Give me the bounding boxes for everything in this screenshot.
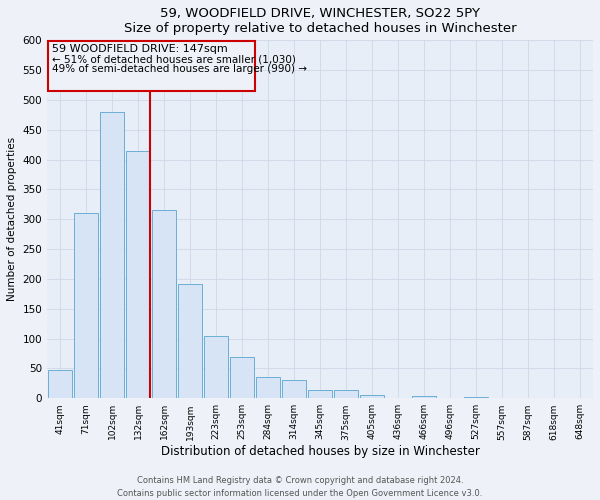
Y-axis label: Number of detached properties: Number of detached properties xyxy=(7,137,17,302)
Text: Contains HM Land Registry data © Crown copyright and database right 2024.
Contai: Contains HM Land Registry data © Crown c… xyxy=(118,476,482,498)
Text: 59 WOODFIELD DRIVE: 147sqm: 59 WOODFIELD DRIVE: 147sqm xyxy=(52,44,228,54)
Bar xyxy=(256,377,280,398)
Bar xyxy=(205,336,228,398)
Bar xyxy=(283,380,306,398)
Bar xyxy=(74,214,98,398)
Bar xyxy=(152,210,176,398)
X-axis label: Distribution of detached houses by size in Winchester: Distribution of detached houses by size … xyxy=(161,445,479,458)
Bar xyxy=(49,42,255,91)
Text: ← 51% of detached houses are smaller (1,030): ← 51% of detached houses are smaller (1,… xyxy=(52,54,296,64)
Bar xyxy=(49,370,72,398)
Bar xyxy=(308,390,332,398)
Bar xyxy=(361,396,384,398)
Bar xyxy=(412,396,436,398)
Bar xyxy=(100,112,124,399)
Title: 59, WOODFIELD DRIVE, WINCHESTER, SO22 5PY
Size of property relative to detached : 59, WOODFIELD DRIVE, WINCHESTER, SO22 5P… xyxy=(124,7,517,35)
Bar xyxy=(464,397,488,398)
Bar xyxy=(127,150,150,398)
Bar xyxy=(334,390,358,398)
Bar xyxy=(178,284,202,399)
Bar xyxy=(230,357,254,399)
Text: 49% of semi-detached houses are larger (990) →: 49% of semi-detached houses are larger (… xyxy=(52,64,307,74)
